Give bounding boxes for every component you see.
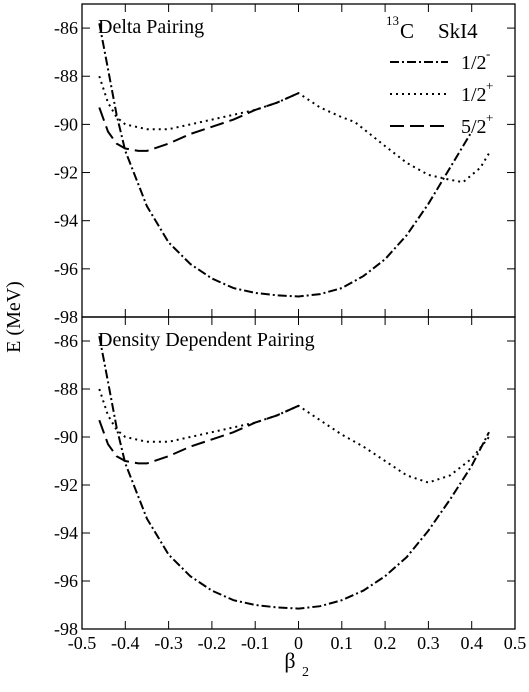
x-tick-label: 0	[294, 633, 303, 653]
x-tick-label: 0.2	[374, 633, 397, 653]
x-tick-label: 0.5	[504, 633, 527, 653]
y-tick-label: -98	[54, 307, 78, 327]
curves	[98, 23, 490, 610]
series-line-1minus2-	[98, 23, 473, 298]
axis-ticks: -98 -96 -94 -92 -90 -88 -86 -98 -96 -94 -92 -90 -88 -…	[54, 4, 526, 653]
bottom-panel-title: Density Dependent Pairing	[98, 329, 315, 351]
legend-nucleus-symbol: C	[400, 19, 414, 43]
y-tick-label: -88	[54, 66, 78, 86]
legend-label-1-2-minus: 1/2	[461, 52, 487, 74]
bottom-panel-frame	[81, 316, 516, 630]
legend-mass-number: 13	[386, 13, 399, 28]
y-tick-label: -98	[54, 619, 78, 639]
x-tick-label: -0.2	[198, 633, 227, 653]
y-tick-label: -92	[54, 163, 78, 183]
top-panel-frame	[81, 3, 516, 318]
series-line-1minus2-	[98, 336, 490, 610]
y-tick-label: -90	[54, 114, 78, 134]
series-line-5minus2plus	[98, 92, 299, 152]
y-tick-label: -88	[54, 379, 78, 399]
series-line-1minus2plus	[98, 388, 490, 484]
y-tick-label: -92	[54, 475, 78, 495]
x-axis-label: β	[284, 648, 295, 673]
top-panel-title: Delta Pairing	[98, 16, 204, 38]
y-tick-label: -86	[54, 18, 78, 38]
x-tick-label: 0.4	[460, 633, 483, 653]
y-tick-label: -94	[54, 523, 78, 543]
legend-label-1-2-plus: 1/2	[461, 84, 487, 106]
series-line-5minus2plus	[98, 404, 299, 465]
x-tick-label: -0.5	[68, 633, 97, 653]
y-tick-label: -96	[54, 571, 78, 591]
y-tick-label: -96	[54, 259, 78, 279]
x-tick-label: 0.3	[417, 633, 440, 653]
legend-sup-1-2-minus: -	[486, 46, 490, 61]
y-tick-label: -90	[54, 427, 78, 447]
y-tick-label: -86	[54, 331, 78, 351]
legend-label-5-2-plus: 5/2	[461, 116, 487, 138]
y-axis-label: E (MeV)	[3, 281, 25, 353]
y-tick-label: -94	[54, 211, 78, 231]
x-tick-label: -0.3	[154, 633, 183, 653]
series-line-1minus2plus	[98, 75, 490, 184]
x-tick-label: 0.1	[331, 633, 354, 653]
legend-sup-5-2-plus: +	[486, 110, 493, 125]
x-tick-label: -0.4	[111, 633, 140, 653]
legend-sup-1-2-plus: +	[486, 78, 493, 93]
legend-force-label: SkI4	[438, 19, 478, 43]
x-axis-label-subscript: 2	[302, 665, 309, 680]
x-tick-label: -0.1	[241, 633, 270, 653]
